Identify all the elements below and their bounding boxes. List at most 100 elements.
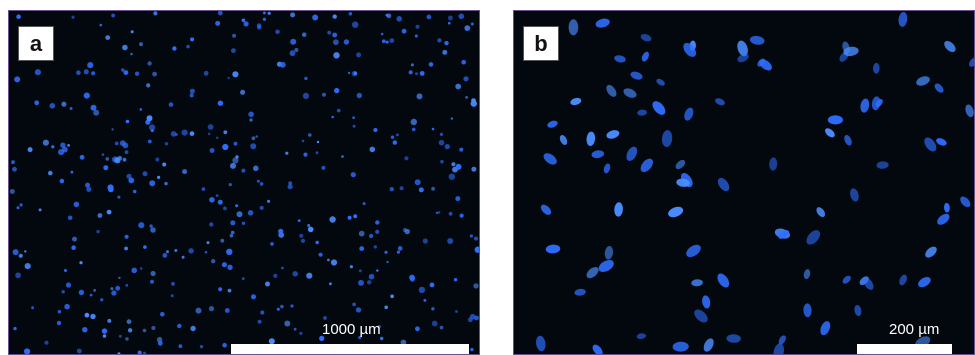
nucleus	[16, 14, 21, 19]
nucleus	[292, 271, 299, 277]
nucleus	[64, 303, 70, 310]
nucleus	[146, 115, 153, 122]
nucleus	[123, 70, 129, 75]
nucleus	[231, 48, 236, 53]
nucleus	[675, 159, 686, 170]
nucleus	[319, 335, 325, 341]
nucleus	[58, 149, 65, 156]
nucleus	[373, 127, 378, 133]
nucleus	[543, 153, 557, 165]
nucleus	[574, 288, 586, 296]
nucleus	[209, 197, 215, 203]
nucleus	[134, 71, 140, 76]
nucleus	[241, 18, 246, 23]
nucleus	[236, 211, 243, 218]
nucleus	[139, 108, 143, 111]
nucleus	[203, 70, 209, 76]
nucleus	[299, 331, 303, 335]
nucleus	[275, 29, 280, 35]
nucleus	[290, 12, 296, 18]
nucleus	[248, 111, 254, 118]
nucleus	[276, 307, 280, 311]
nucleus	[447, 238, 454, 244]
nucleus	[249, 118, 253, 122]
nucleus	[331, 115, 335, 119]
nucleus	[79, 154, 85, 160]
nucleus	[206, 241, 210, 245]
nucleus	[676, 178, 691, 187]
nucleus	[568, 19, 579, 36]
nucleus	[672, 341, 689, 352]
nucleus	[694, 309, 708, 323]
nucleus	[118, 334, 122, 338]
nucleus	[99, 23, 103, 27]
nucleus	[207, 124, 214, 130]
nucleus	[149, 124, 156, 131]
nucleus	[288, 181, 293, 186]
nucleus	[101, 328, 108, 334]
nucleus	[93, 289, 96, 292]
nucleus	[27, 147, 33, 153]
nucleus	[228, 183, 232, 187]
nucleus	[547, 120, 558, 128]
nucleus	[189, 88, 195, 94]
nucleus	[201, 187, 206, 191]
nucleus	[42, 139, 50, 146]
nucleus	[686, 244, 701, 258]
nucleus	[545, 244, 561, 254]
nucleus	[131, 267, 137, 274]
nucleus	[195, 307, 202, 314]
nucleus	[683, 42, 697, 57]
nucleus	[925, 246, 937, 258]
nucleus	[14, 76, 21, 83]
nucleus	[216, 136, 219, 139]
nucleus	[207, 132, 211, 136]
nucleus	[146, 83, 151, 88]
nucleus	[431, 307, 435, 311]
nucleus	[570, 97, 582, 106]
nucleus	[307, 226, 314, 233]
nucleus	[162, 253, 168, 258]
nucleus	[300, 238, 306, 243]
nucleus	[44, 340, 49, 345]
nucleus	[103, 165, 109, 171]
nucleus	[100, 298, 104, 302]
nucleus	[263, 11, 266, 15]
scale-bar-a	[231, 344, 469, 354]
nucleus	[118, 276, 121, 280]
nucleus	[128, 177, 135, 184]
nucleus	[389, 38, 395, 43]
nucleus	[289, 50, 296, 57]
nucleus	[536, 335, 546, 352]
nucleus	[105, 35, 111, 40]
nucleus	[24, 250, 27, 253]
nucleus	[230, 230, 235, 235]
nucleus	[656, 78, 665, 86]
nucleus	[428, 62, 434, 67]
nucleus	[423, 298, 427, 302]
nucleus	[820, 321, 831, 336]
nucleus	[273, 273, 278, 278]
nucleus	[76, 348, 82, 354]
nucleus	[409, 274, 415, 281]
nucleus	[444, 144, 450, 150]
nucleus	[414, 34, 418, 38]
panel-label-b: b	[523, 26, 559, 61]
nucleus	[227, 76, 230, 80]
nucleus	[898, 12, 908, 27]
nucleus	[190, 37, 195, 42]
nucleus	[640, 158, 653, 173]
nucleus	[70, 170, 74, 174]
nucleus	[243, 21, 249, 27]
nucleus	[459, 213, 464, 218]
nucleus	[13, 326, 17, 331]
nucleus	[458, 13, 465, 20]
nucleus	[367, 280, 372, 285]
nucleus	[778, 335, 786, 345]
nucleus	[408, 70, 413, 75]
nucleus	[934, 83, 944, 93]
nucleus	[448, 21, 451, 25]
nucleus	[110, 287, 114, 291]
nucleus	[223, 130, 228, 135]
nucleus	[181, 129, 188, 136]
